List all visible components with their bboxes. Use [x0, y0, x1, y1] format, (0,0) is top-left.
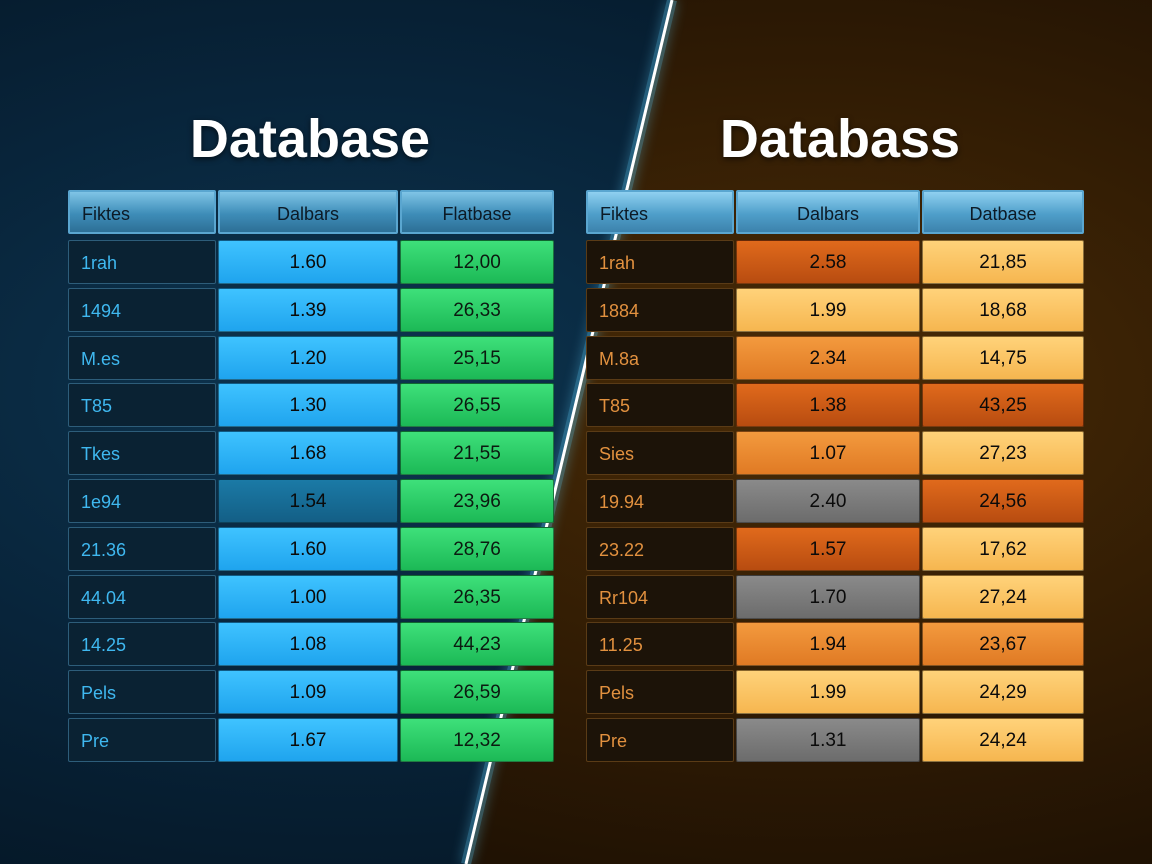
value-cell-col2: 1.20 [218, 335, 398, 380]
value-cell-col3: 25,15 [400, 335, 554, 380]
table-row[interactable]: Rr104 1.70 27,24 [586, 574, 1084, 619]
row-label: 1494 [68, 287, 216, 332]
row-label: 1884 [586, 287, 734, 332]
column-header[interactable]: Dalbars [736, 190, 920, 234]
row-label: Sies [586, 431, 734, 476]
table-row[interactable]: 1494 1.39 26,33 [68, 287, 554, 332]
value-cell-col3: 43,25 [922, 383, 1084, 428]
right-title: Databass [719, 109, 961, 169]
row-label: Pels [68, 670, 216, 715]
row-label: Pre [68, 718, 216, 762]
column-header[interactable]: Fiktes [68, 190, 216, 234]
row-label: 1e94 [68, 479, 216, 523]
table-row[interactable]: T85 1.38 43,25 [586, 383, 1084, 428]
row-label: T85 [68, 383, 216, 428]
value-cell-col2: 1.57 [736, 526, 920, 571]
value-cell-col2: 1.38 [736, 383, 920, 428]
row-label: M.es [68, 335, 216, 380]
left-title: Database [189, 109, 431, 169]
value-cell-col3: 21,85 [922, 240, 1084, 284]
table-row[interactable]: 19.94 2.40 24,56 [586, 479, 1084, 523]
value-cell-col2: 1.00 [218, 574, 398, 619]
value-cell-col2: 1.70 [736, 574, 920, 619]
row-label: 14.25 [68, 622, 216, 667]
value-cell-col3: 23,67 [922, 622, 1084, 667]
table-row[interactable]: 44.04 1.00 26,35 [68, 574, 554, 619]
value-cell-col2: 1.60 [218, 240, 398, 284]
value-cell-col3: 26,35 [400, 574, 554, 619]
row-label: 44.04 [68, 574, 216, 619]
column-header[interactable]: Datbase [922, 190, 1084, 234]
table-row[interactable]: 1rah 1.60 12,00 [68, 240, 554, 284]
table-row[interactable]: 23.22 1.57 17,62 [586, 526, 1084, 571]
value-cell-col3: 26,33 [400, 287, 554, 332]
value-cell-col2: 1.08 [218, 622, 398, 667]
table-row[interactable]: Pels 1.99 24,29 [586, 670, 1084, 715]
value-cell-col2: 1.09 [218, 670, 398, 715]
table-row[interactable]: 14.25 1.08 44,23 [68, 622, 554, 667]
table-row[interactable]: Pels 1.09 26,59 [68, 670, 554, 715]
row-label: T85 [586, 383, 734, 428]
column-header[interactable]: Fiktes [586, 190, 734, 234]
table-row[interactable]: 1rah 2.58 21,85 [586, 240, 1084, 284]
table-row[interactable]: 1884 1.99 18,68 [586, 287, 1084, 332]
table-row[interactable]: M.8a 2.34 14,75 [586, 335, 1084, 380]
row-label: Rr104 [586, 574, 734, 619]
row-label: 1rah [586, 240, 734, 284]
value-cell-col3: 27,24 [922, 574, 1084, 619]
value-cell-col2: 2.34 [736, 335, 920, 380]
value-cell-col2: 1.99 [736, 670, 920, 715]
value-cell-col2: 1.30 [218, 383, 398, 428]
row-label: 1rah [68, 240, 216, 284]
value-cell-col3: 12,32 [400, 718, 554, 762]
value-cell-col2: 1.67 [218, 718, 398, 762]
value-cell-col2: 1.54 [218, 479, 398, 523]
column-header[interactable]: Flatbase [400, 190, 554, 234]
value-cell-col2: 1.99 [736, 287, 920, 332]
row-label: Pre [586, 718, 734, 762]
table-row[interactable]: Sies 1.07 27,23 [586, 431, 1084, 476]
value-cell-col3: 24,29 [922, 670, 1084, 715]
column-header[interactable]: Dalbars [218, 190, 398, 234]
value-cell-col3: 12,00 [400, 240, 554, 284]
value-cell-col2: 1.68 [218, 431, 398, 476]
table-header-row: Fiktes Dalbars Datbase [586, 190, 1084, 234]
value-cell-col2: 1.60 [218, 526, 398, 571]
value-cell-col2: 1.07 [736, 431, 920, 476]
value-cell-col3: 27,23 [922, 431, 1084, 476]
value-cell-col3: 18,68 [922, 287, 1084, 332]
row-label: 19.94 [586, 479, 734, 523]
row-label: M.8a [586, 335, 734, 380]
table-row[interactable]: 1e94 1.54 23,96 [68, 479, 554, 523]
row-label: 23.22 [586, 526, 734, 571]
row-label: Pels [586, 670, 734, 715]
table-row[interactable]: M.es 1.20 25,15 [68, 335, 554, 380]
value-cell-col3: 28,76 [400, 526, 554, 571]
table-row[interactable]: T85 1.30 26,55 [68, 383, 554, 428]
value-cell-col3: 23,96 [400, 479, 554, 523]
value-cell-col3: 14,75 [922, 335, 1084, 380]
table-row[interactable]: Pre 1.31 24,24 [586, 718, 1084, 762]
value-cell-col3: 24,24 [922, 718, 1084, 762]
value-cell-col3: 26,59 [400, 670, 554, 715]
value-cell-col3: 24,56 [922, 479, 1084, 523]
value-cell-col2: 1.39 [218, 287, 398, 332]
table-row[interactable]: 11.25 1.94 23,67 [586, 622, 1084, 667]
value-cell-col3: 44,23 [400, 622, 554, 667]
table-row[interactable]: Tkes 1.68 21,55 [68, 431, 554, 476]
value-cell-col3: 17,62 [922, 526, 1084, 571]
table-header-row: Fiktes Dalbars Flatbase [68, 190, 554, 234]
value-cell-col3: 21,55 [400, 431, 554, 476]
value-cell-col2: 1.94 [736, 622, 920, 667]
value-cell-col2: 2.58 [736, 240, 920, 284]
value-cell-col3: 26,55 [400, 383, 554, 428]
table-row[interactable]: Pre 1.67 12,32 [68, 718, 554, 762]
row-label: Tkes [68, 431, 216, 476]
row-label: 21.36 [68, 526, 216, 571]
row-label: 11.25 [586, 622, 734, 667]
table-row[interactable]: 21.36 1.60 28,76 [68, 526, 554, 571]
value-cell-col2: 1.31 [736, 718, 920, 762]
value-cell-col2: 2.40 [736, 479, 920, 523]
